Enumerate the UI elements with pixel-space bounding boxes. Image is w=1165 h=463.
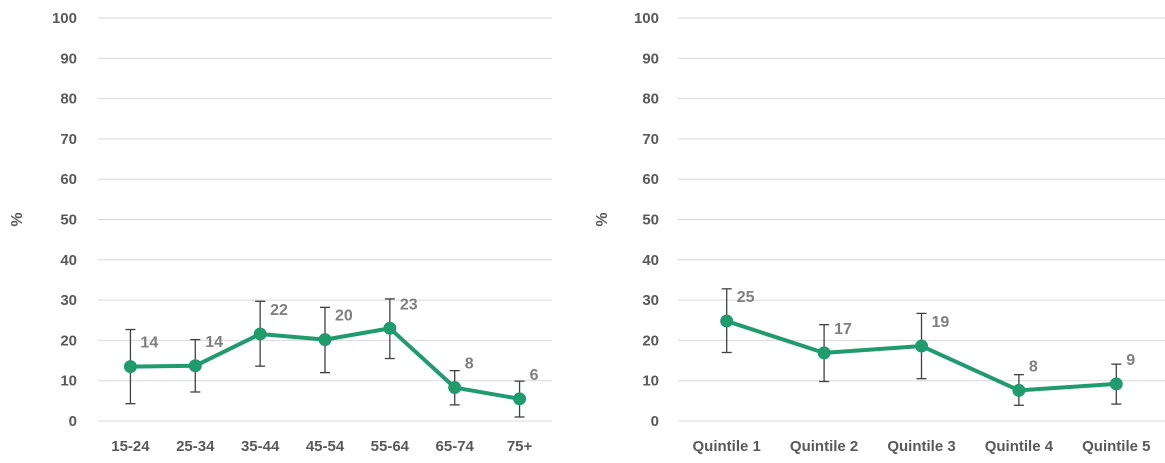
data-label: 6 [530, 367, 539, 384]
data-point [318, 333, 332, 347]
x-tick-label: 75+ [507, 438, 533, 455]
data-label: 22 [270, 302, 288, 319]
data-point [448, 381, 462, 395]
y-tick-label: 50 [60, 212, 77, 229]
y-tick-label: 50 [642, 212, 659, 229]
y-tick-label: 60 [642, 171, 659, 188]
data-label: 8 [465, 356, 474, 373]
y-tick-label: 90 [60, 50, 77, 67]
chart-income-quintiles: 0 10 20 30 40 50 60 70 80 90 100% Quintile 1 Quintil… [594, 10, 1165, 455]
x-tick-label: 45-54 [306, 438, 345, 455]
x-tick-label: 65-74 [436, 438, 475, 455]
y-tick-label: 40 [60, 252, 77, 269]
data-label: 20 [335, 308, 353, 325]
data-point [188, 359, 202, 373]
data-label: 23 [400, 296, 418, 313]
y-tick-label: 40 [642, 252, 659, 269]
y-tick-label: 100 [52, 10, 77, 27]
x-tick-label: Quintile 2 [790, 438, 858, 455]
data-point [817, 346, 831, 360]
data-point [1109, 377, 1123, 391]
x-tick-label: 25-34 [176, 438, 215, 455]
y-tick-label: 30 [60, 292, 77, 309]
x-tick-label: Quintile 3 [887, 438, 955, 455]
x-tick-label: Quintile 1 [693, 438, 761, 455]
x-tick-label: 55-64 [371, 438, 410, 455]
data-label: 14 [205, 334, 223, 351]
y-tick-label: 70 [60, 131, 77, 148]
data-point [253, 327, 267, 341]
y-tick-label: 80 [60, 91, 77, 108]
data-label: 19 [932, 314, 950, 331]
data-point [915, 339, 928, 353]
y-tick-label: 10 [60, 373, 77, 390]
y-tick-label: 80 [642, 91, 659, 108]
y-tick-label: 0 [69, 413, 77, 430]
data-point [383, 321, 397, 335]
y-tick-label: 0 [651, 413, 659, 430]
data-point [123, 360, 137, 374]
data-label: 8 [1029, 358, 1038, 375]
y-axis-label: % [9, 212, 26, 226]
y-tick-label: 20 [642, 332, 659, 349]
y-tick-label: 70 [642, 131, 659, 148]
data-label: 9 [1126, 352, 1135, 369]
x-tick-label: Quintile 5 [1082, 438, 1150, 455]
data-point [1012, 383, 1026, 397]
y-tick-label: 30 [642, 292, 659, 309]
data-label: 14 [140, 335, 158, 352]
y-tick-label: 60 [60, 171, 77, 188]
data-point [720, 314, 734, 328]
y-axis-label: % [594, 212, 611, 226]
y-tick-label: 90 [642, 50, 659, 67]
y-tick-label: 20 [60, 332, 77, 349]
data-point [513, 392, 527, 406]
chart-age-groups: 0 10 20 30 40 50 60 70 80 90 100% 15-24 25-34 35-44 45… [9, 10, 552, 455]
x-tick-label: 15-24 [111, 438, 150, 455]
y-tick-label: 10 [642, 373, 659, 390]
data-label: 25 [737, 289, 755, 306]
y-tick-label: 100 [634, 10, 659, 27]
data-label: 17 [834, 321, 852, 338]
x-tick-label: 35-44 [241, 438, 280, 455]
x-tick-label: Quintile 4 [985, 438, 1054, 455]
